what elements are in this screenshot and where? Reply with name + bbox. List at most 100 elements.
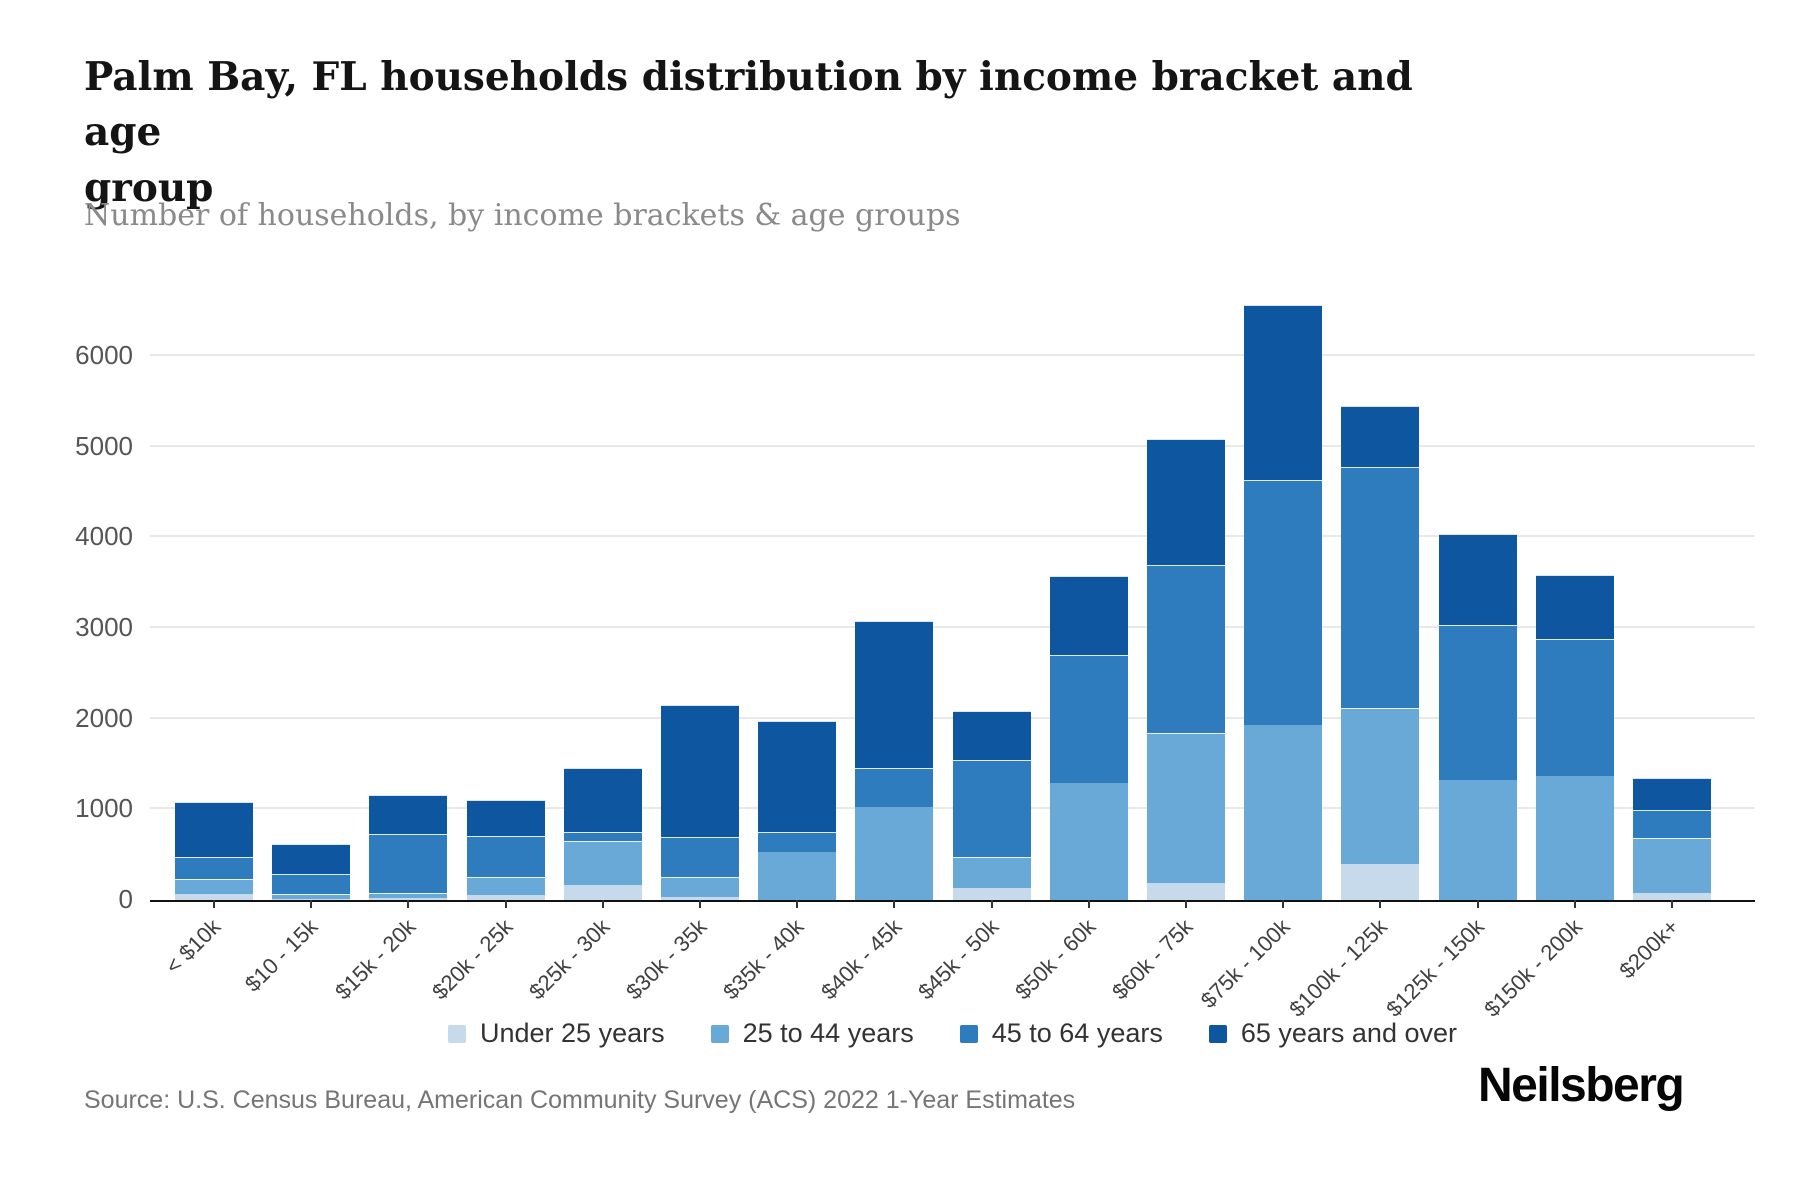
bar--10k[interactable]	[175, 802, 253, 900]
bar-segment[interactable]	[661, 705, 739, 837]
bar-segment[interactable]	[466, 800, 545, 837]
bar-segment[interactable]	[1147, 439, 1225, 566]
bar-segment[interactable]	[1147, 882, 1225, 900]
bar-segment[interactable]	[661, 897, 739, 900]
bar-segment[interactable]	[758, 720, 837, 832]
legend-item-65-years-and-over[interactable]: 65 years and over	[1208, 1018, 1457, 1049]
bar-segment[interactable]	[952, 759, 1031, 857]
bar-segment[interactable]	[369, 834, 448, 894]
bar-segment[interactable]	[369, 893, 448, 898]
gridline-3000	[150, 626, 1755, 628]
bar-segment[interactable]	[272, 894, 351, 900]
bar--200k+[interactable]	[1633, 777, 1711, 900]
x-axis-tick	[407, 900, 410, 908]
bar-segment[interactable]	[175, 893, 253, 900]
bar--25k-30k[interactable]	[563, 767, 642, 900]
bar-segment[interactable]	[1244, 480, 1323, 726]
bar-segment[interactable]	[855, 806, 934, 900]
y-axis-label: 2000	[75, 702, 133, 733]
plot-area: 0 1000 2000 3000 4000 5000 6000 < $10k $10 - 15k…	[75, 290, 1755, 1022]
y-axis-label: 5000	[75, 430, 133, 461]
bar-segment[interactable]	[1633, 777, 1711, 811]
bar-segment[interactable]	[1633, 892, 1711, 900]
bar-segment[interactable]	[1341, 707, 1420, 864]
bar-segment[interactable]	[563, 767, 642, 833]
bar-segment[interactable]	[466, 876, 545, 896]
bar-segment[interactable]	[466, 895, 545, 900]
bar-segment[interactable]	[1438, 625, 1517, 781]
bar-segment[interactable]	[1049, 655, 1128, 784]
bar-segment[interactable]	[272, 843, 351, 875]
bar-segment[interactable]	[466, 836, 545, 877]
bar-segment[interactable]	[1438, 780, 1517, 900]
bar-segment[interactable]	[1341, 863, 1420, 900]
bar-segment[interactable]	[1147, 565, 1225, 734]
bar-segment[interactable]	[1341, 466, 1420, 708]
bar-segment[interactable]	[563, 841, 642, 886]
bar--75k-100k[interactable]	[1244, 305, 1323, 900]
bar-segment[interactable]	[175, 856, 253, 879]
bar-segment[interactable]	[1341, 405, 1420, 467]
neilsberg-logo: Neilsberg	[1478, 1059, 1685, 1112]
y-axis-label: 0	[118, 884, 133, 914]
bar-segment[interactable]	[661, 876, 739, 898]
bar--40k-45k[interactable]	[855, 620, 934, 900]
x-axis-tick	[796, 900, 799, 908]
legend-item-25-to-44-years[interactable]: 25 to 44 years	[710, 1018, 914, 1049]
bar-segment[interactable]	[1438, 533, 1517, 626]
bar--100k-125k[interactable]	[1341, 405, 1420, 900]
bar-segment[interactable]	[369, 795, 448, 835]
bar-segment[interactable]	[1049, 576, 1128, 656]
bar-segment[interactable]	[1244, 305, 1323, 481]
bar--45k-50k[interactable]	[952, 710, 1031, 900]
legend-swatch	[448, 1024, 466, 1043]
bar--10-15k[interactable]	[272, 843, 351, 900]
bar-segment[interactable]	[1535, 575, 1614, 639]
bar-segment[interactable]	[952, 856, 1031, 889]
bar--60k-75k[interactable]	[1147, 439, 1225, 900]
x-axis-tick	[1185, 900, 1187, 908]
bar-segment[interactable]	[661, 837, 739, 877]
bar-segment[interactable]	[272, 899, 351, 900]
bar-segment[interactable]	[1147, 733, 1225, 883]
bar-segment[interactable]	[1633, 810, 1711, 839]
bar-segment[interactable]	[952, 710, 1031, 760]
bar--15k-20k[interactable]	[369, 795, 448, 900]
x-axis-tick	[1476, 900, 1479, 908]
legend-item-45-to-64-years[interactable]: 45 to 64 years	[959, 1018, 1163, 1049]
bar-segment[interactable]	[758, 851, 837, 900]
bar-segment[interactable]	[1535, 775, 1614, 900]
bar--20k-25k[interactable]	[466, 800, 545, 900]
bar-segment[interactable]	[369, 897, 448, 900]
x-axis-tick	[504, 900, 507, 908]
x-axis-tick	[601, 900, 604, 908]
bar--150k-200k[interactable]	[1535, 575, 1614, 900]
x-axis-tick	[990, 900, 993, 908]
y-axis-label: 1000	[75, 793, 133, 824]
bar--50k-60k[interactable]	[1049, 576, 1128, 900]
bar--30k-35k[interactable]	[661, 705, 739, 900]
bar-segment[interactable]	[952, 888, 1031, 900]
y-axis-label: 6000	[75, 340, 133, 370]
bar-segment[interactable]	[855, 620, 934, 768]
legend-swatch	[959, 1024, 978, 1043]
legend-label: 25 to 44 years	[742, 1018, 914, 1048]
x-axis-tick	[213, 900, 215, 908]
bar--35k-40k[interactable]	[758, 720, 837, 900]
bar-segment[interactable]	[1244, 725, 1323, 900]
bar-segment[interactable]	[758, 831, 837, 852]
legend-swatch	[710, 1024, 729, 1043]
gridline-2000	[150, 716, 1755, 719]
bar--125k-150k[interactable]	[1438, 533, 1517, 900]
bar-segment[interactable]	[855, 767, 934, 807]
bar-segment[interactable]	[563, 885, 642, 900]
bar-segment[interactable]	[1049, 783, 1128, 900]
bar-segment[interactable]	[1633, 838, 1711, 893]
bar-segment[interactable]	[272, 874, 351, 895]
bar-segment[interactable]	[1535, 638, 1614, 776]
x-axis-tick	[310, 900, 313, 908]
bar-segment[interactable]	[563, 832, 642, 842]
legend-item-under-25-years[interactable]: Under 25 years	[448, 1018, 665, 1049]
bar-segment[interactable]	[175, 802, 253, 857]
bar-segment[interactable]	[175, 878, 253, 894]
